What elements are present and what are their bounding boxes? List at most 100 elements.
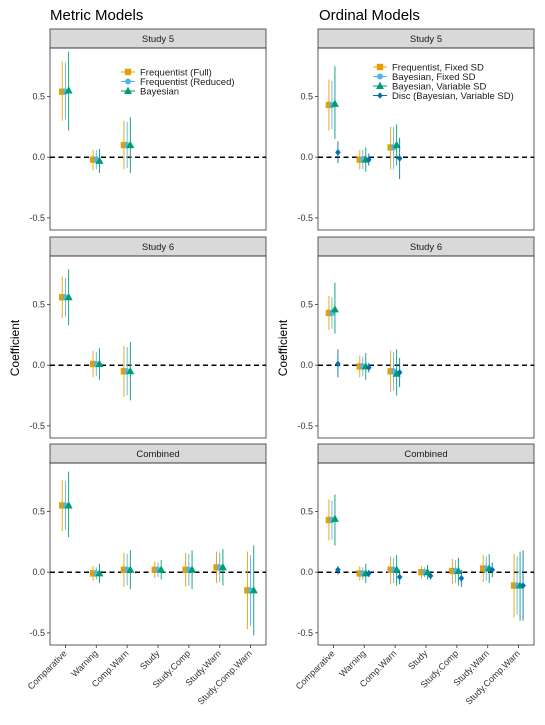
y-tick-label: -0.5: [297, 628, 313, 638]
y-tick-label: 0.5: [32, 92, 45, 102]
data-point: [64, 292, 73, 301]
y-tick-label: 0.0: [32, 360, 45, 370]
data-point: [89, 360, 97, 368]
data-point: [396, 573, 403, 581]
data-point: [365, 156, 372, 163]
panel-border: [317, 255, 535, 439]
legend-entry: Bayesian, Fixed SD: [392, 72, 476, 83]
x-tick-label: Study: [138, 648, 162, 672]
data-point: [64, 86, 73, 94]
x-tick-label: Comparative: [294, 648, 337, 691]
legend-key-circle: [125, 78, 131, 85]
y-tick-label: -0.5: [297, 421, 313, 431]
facet-strip-label: Combined: [136, 449, 179, 460]
facet-strip-label: Study 6: [410, 242, 442, 253]
facet-strip-label: Study 6: [142, 242, 174, 253]
ordinal-models-title: Ordinal Models: [319, 7, 420, 24]
data-point: [335, 360, 341, 368]
data-point: [392, 140, 401, 149]
data-point: [126, 366, 135, 375]
data-point: [218, 563, 227, 571]
legend-key-diamond: [377, 92, 383, 99]
data-point: [89, 570, 97, 577]
data-point: [64, 501, 73, 509]
data-point: [126, 140, 135, 149]
data-point: [489, 566, 496, 574]
y-tick-label: -0.5: [29, 421, 45, 431]
data-point: [330, 305, 339, 313]
panel-ordinal-study5: Study 5 -0.5 0.0 0.5: [297, 28, 535, 231]
data-point: [120, 141, 128, 149]
metric-y-axis-label: Coefficient: [8, 319, 22, 376]
data-point: [454, 566, 463, 574]
data-point: [365, 364, 372, 371]
data-point: [365, 570, 372, 577]
y-tick-label: 0.5: [32, 507, 45, 517]
y-tick-label: 0.0: [32, 567, 45, 577]
data-point: [249, 586, 258, 594]
y-tick-label: -0.5: [297, 213, 313, 223]
data-point: [330, 514, 339, 522]
facet-strip-label: Study 5: [410, 34, 442, 45]
x-tick-label: Warning: [337, 648, 368, 679]
x-tick-label: Study.Comp.Warn: [464, 648, 522, 706]
data-point: [458, 574, 465, 582]
data-point: [182, 566, 189, 573]
legend-entry: Bayesian, Variable SD: [392, 82, 486, 93]
data-point: [95, 569, 104, 577]
data-point: [126, 565, 135, 573]
data-point: [120, 566, 128, 573]
data-point: [396, 155, 403, 162]
metric-legend: Frequentist (Full)Frequentist (Reduced)B…: [121, 68, 235, 98]
data-point: [330, 99, 339, 107]
y-tick-label: 0.0: [300, 360, 313, 370]
x-tick-label: Study: [406, 648, 430, 672]
legend-key-circle: [377, 73, 383, 80]
y-tick-label: 0.0: [300, 567, 313, 577]
panel-border: [317, 47, 535, 231]
data-point: [95, 359, 104, 367]
data-point: [335, 566, 341, 574]
data-point: [59, 502, 66, 509]
data-point: [423, 567, 432, 576]
x-tick-label: Study.Comp.Warn: [196, 648, 254, 706]
legend-entry: Frequentist (Reduced): [140, 77, 235, 88]
panel-border: [49, 47, 267, 231]
y-tick-label: 0.5: [300, 300, 313, 310]
metric-models-title: Metric Models: [50, 7, 143, 24]
data-point: [244, 587, 251, 594]
panel-border: [317, 462, 535, 646]
y-tick-label: 0.5: [32, 300, 45, 310]
y-tick-label: -0.5: [29, 213, 45, 223]
data-point: [188, 565, 197, 573]
data-point: [151, 566, 158, 573]
panel-metric-study6: Study 6 -0.5 0.0 0.5: [29, 236, 267, 439]
panel-border: [49, 462, 267, 646]
data-point: [157, 565, 166, 573]
legend-entry: Frequentist, Fixed SD: [392, 63, 484, 74]
x-tick-label: Warning: [69, 648, 100, 679]
legend-key-square: [376, 63, 384, 71]
data-point: [392, 565, 401, 573]
data-point: [59, 88, 66, 95]
data-point: [89, 156, 97, 163]
data-point: [213, 564, 220, 571]
legend-entry: Bayesian: [140, 87, 179, 98]
panel-metric-study5: Study 5 -0.5 0.0 0.5: [29, 28, 267, 231]
data-point: [427, 572, 434, 580]
data-point: [335, 149, 341, 156]
data-point: [392, 369, 401, 377]
y-tick-label: 0.0: [32, 152, 45, 162]
data-point: [120, 368, 128, 375]
facet-strip-label: Study 5: [142, 34, 174, 45]
panel-ordinal-study6: Study 6 -0.5 0.0 0.5: [297, 236, 535, 439]
legend-key-triangle: [124, 86, 132, 94]
data-point: [396, 369, 403, 376]
data-point: [449, 567, 456, 575]
facet-strip-label: Combined: [404, 449, 447, 460]
data-point: [59, 294, 66, 301]
